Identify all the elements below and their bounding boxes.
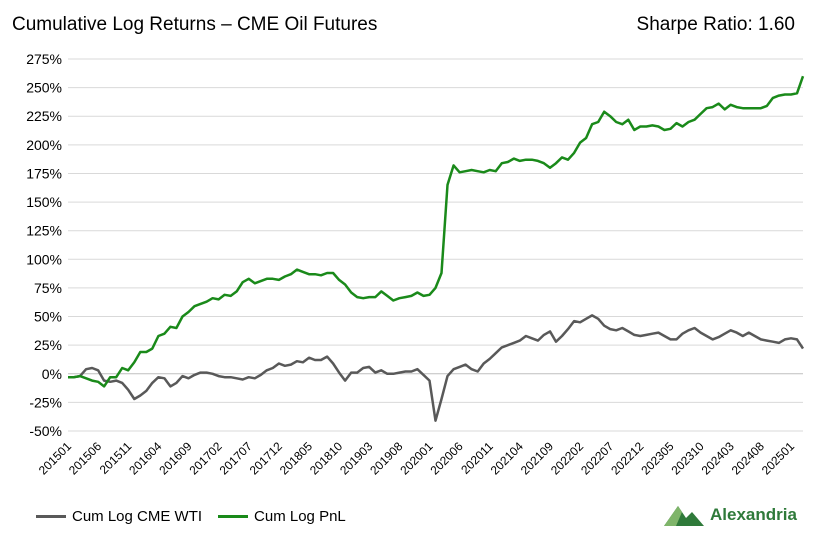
legend-item-wti[interactable]: Cum Log CME WTI xyxy=(36,508,202,525)
legend-swatch-pnl xyxy=(218,515,249,518)
x-tick-label: 201805 xyxy=(277,439,315,477)
y-tick-label: 0% xyxy=(42,366,62,382)
x-tick-label: 202104 xyxy=(488,439,526,477)
x-tick-label: 202403 xyxy=(699,439,737,477)
x-tick-label: 202310 xyxy=(668,439,706,477)
mountain-logo-icon xyxy=(664,506,704,526)
series-lines xyxy=(68,75,805,422)
y-axis-ticks: -50% -25% 0% 25% 50% 75% 100% 125% 150% 175% 200% 2… xyxy=(26,51,62,439)
x-tick-label: 202109 xyxy=(518,439,556,477)
y-tick-label: 100% xyxy=(26,251,62,267)
x-axis-ticks: 2015012015062015112016042016092017022017… xyxy=(36,439,797,477)
chart-title: Cumulative Log Returns – CME Oil Futures xyxy=(12,14,378,35)
x-tick-label: 201702 xyxy=(187,439,225,477)
y-tick-label: 75% xyxy=(34,280,62,296)
x-tick-label: 202305 xyxy=(638,439,676,477)
legend-item-pnl[interactable]: Cum Log PnL xyxy=(218,508,346,525)
x-tick-label: 201506 xyxy=(66,439,104,477)
y-tick-label: 125% xyxy=(26,223,62,239)
grid-lines xyxy=(68,58,803,432)
legend-label-pnl: Cum Log PnL xyxy=(254,508,346,525)
x-tick-label: 202006 xyxy=(428,439,466,477)
x-tick-label: 201903 xyxy=(337,439,375,477)
alexandria-logo: Alexandria xyxy=(664,504,797,526)
x-tick-label: 201908 xyxy=(367,439,405,477)
x-tick-label: 202408 xyxy=(729,439,767,477)
sharpe-ratio-label: Sharpe Ratio: 1.60 xyxy=(636,14,795,35)
x-tick-label: 202501 xyxy=(759,439,797,477)
x-tick-label: 201501 xyxy=(36,439,74,477)
x-tick-label: 201712 xyxy=(247,439,285,477)
logo-text: Alexandria xyxy=(710,505,797,524)
x-tick-label: 201604 xyxy=(126,439,164,477)
y-tick-label: -50% xyxy=(29,423,62,439)
legend-label-wti: Cum Log CME WTI xyxy=(72,508,203,525)
x-tick-label: 202202 xyxy=(548,439,586,477)
line-chart: -50% -25% 0% 25% 50% 75% 100% 125% 150% 175% 200% 2… xyxy=(26,51,805,477)
x-tick-label: 201810 xyxy=(307,439,345,477)
x-tick-label: 202207 xyxy=(578,439,616,477)
x-tick-label: 201707 xyxy=(217,439,255,477)
y-tick-label: 200% xyxy=(26,137,62,153)
y-tick-label: 150% xyxy=(26,194,62,210)
legend-swatch-wti xyxy=(36,515,66,518)
y-tick-label: 50% xyxy=(34,309,62,325)
series-line-pnl xyxy=(68,75,805,388)
series-line-wti xyxy=(68,314,805,422)
x-tick-label: 202001 xyxy=(397,439,435,477)
y-tick-label: 250% xyxy=(26,80,62,96)
x-tick-label: 201609 xyxy=(156,439,194,477)
y-tick-label: 175% xyxy=(26,165,62,181)
y-tick-label: 225% xyxy=(26,108,62,124)
y-tick-label: 275% xyxy=(26,51,62,67)
legend: Cum Log CME WTI Cum Log PnL xyxy=(36,508,362,525)
x-tick-label: 202212 xyxy=(608,439,646,477)
y-tick-label: -25% xyxy=(29,394,62,410)
y-tick-label: 25% xyxy=(34,337,62,353)
